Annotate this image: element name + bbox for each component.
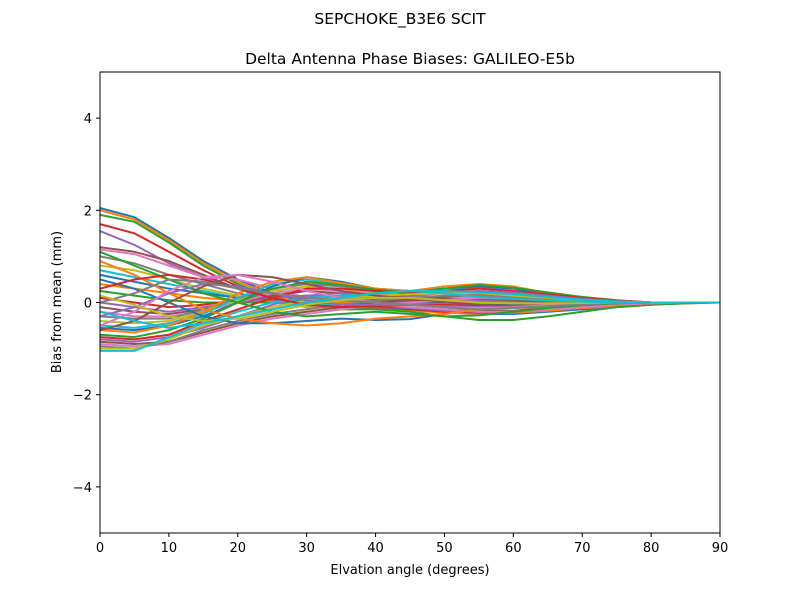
x-tick-label: 70 [574, 541, 591, 556]
y-tick-label: 4 [84, 112, 92, 127]
x-tick-label: 40 [367, 541, 384, 556]
x-tick-label: 10 [161, 541, 178, 556]
figure-suptitle: SEPCHOKE_B3E6 SCIT [314, 10, 486, 29]
y-axis-label: Bias from mean (mm) [50, 231, 65, 373]
x-tick-label: 30 [298, 541, 315, 556]
x-axis-label: Elvation angle (degrees) [330, 563, 489, 578]
y-axis-ticks: −4 −2 0 2 4 [73, 112, 100, 496]
y-tick-label: −2 [73, 389, 92, 404]
y-tick-label: −4 [73, 481, 92, 496]
x-tick-label: 80 [643, 541, 660, 556]
series-line [99, 213, 721, 322]
x-tick-label: 60 [505, 541, 522, 556]
y-tick-label: 0 [84, 297, 92, 312]
x-axis-ticks: 0 10 20 30 40 50 60 70 80 90 [96, 533, 728, 556]
y-tick-label: 2 [84, 204, 92, 219]
series-line [99, 289, 720, 329]
chart-title: Delta Antenna Phase Biases: GALILEO-E5b [245, 50, 575, 68]
x-tick-label: 50 [436, 541, 453, 556]
x-tick-label: 90 [712, 541, 729, 556]
x-tick-label: 20 [230, 541, 247, 556]
plot-lines [99, 207, 721, 352]
x-tick-label: 0 [96, 541, 104, 556]
